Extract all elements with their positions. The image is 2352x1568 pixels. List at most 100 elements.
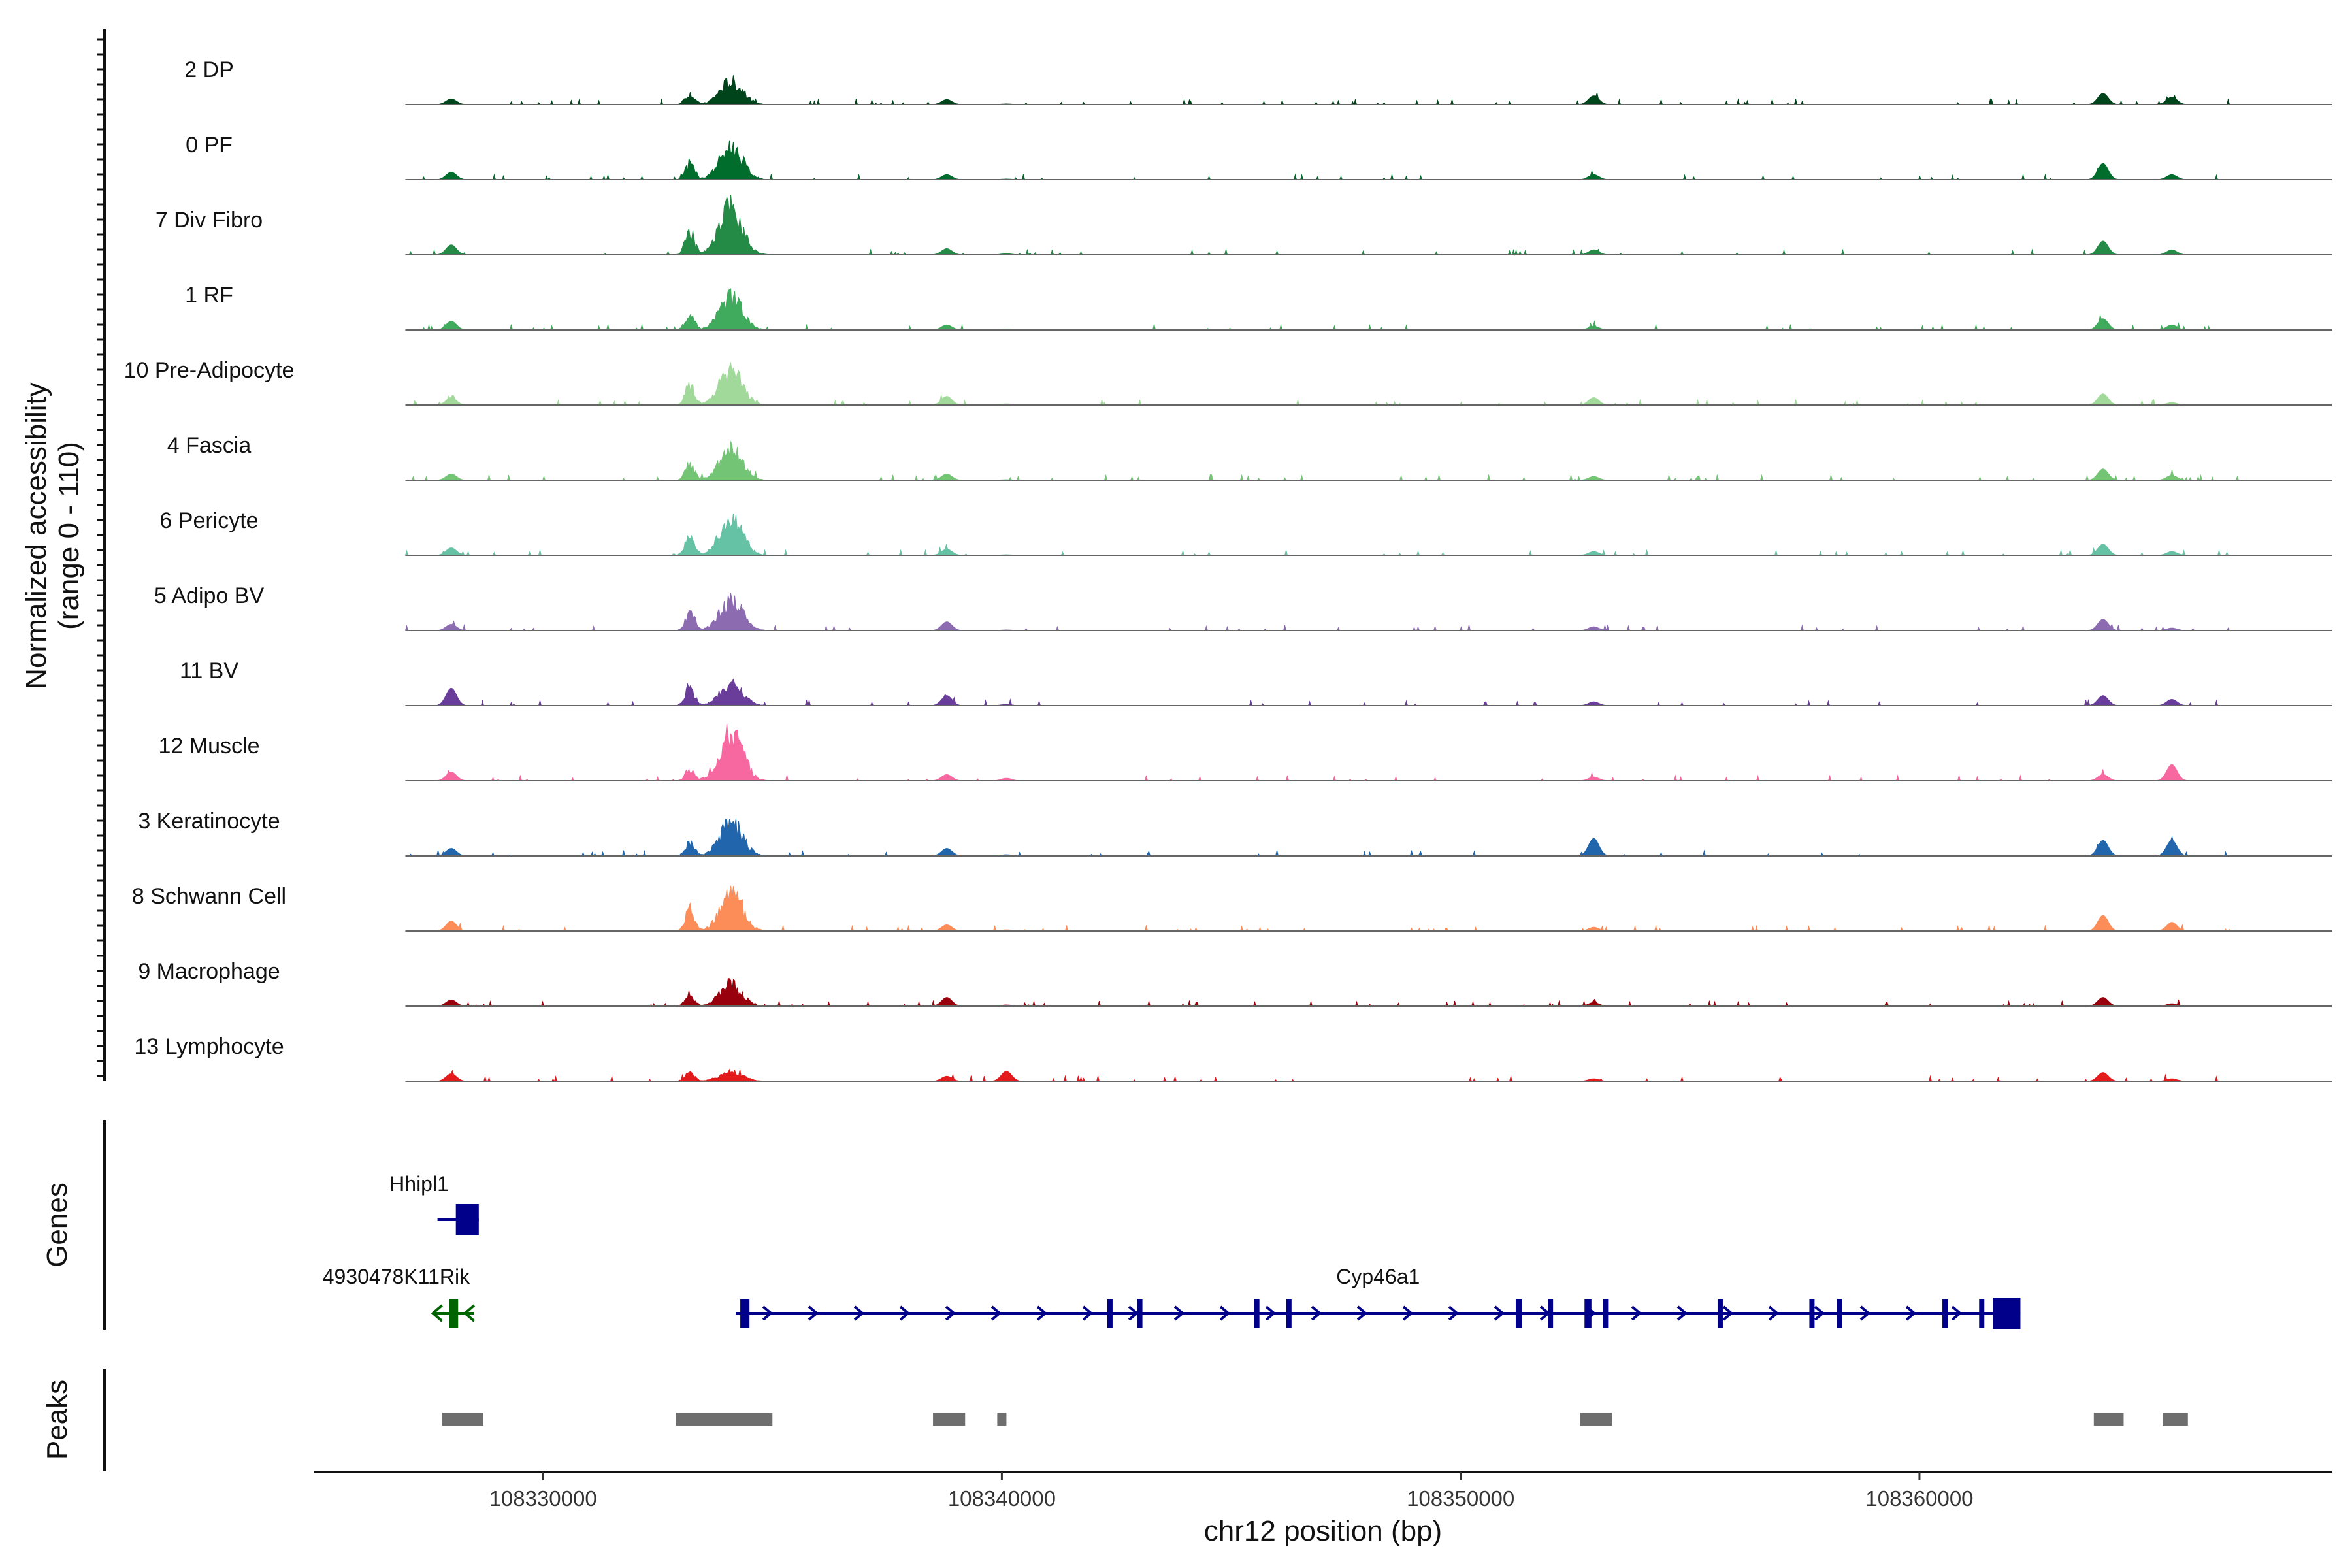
y-axis-title-line1: Normalized accessibility bbox=[20, 382, 52, 689]
gene-exon bbox=[1603, 1299, 1609, 1328]
track-label: 12 Muscle bbox=[159, 734, 260, 759]
coverage-area bbox=[405, 1068, 2241, 1083]
y-axis-title: Normalized accessibility (range 0 - 110) bbox=[20, 382, 85, 689]
coverage-axis bbox=[97, 29, 106, 1081]
gene-exon bbox=[1137, 1299, 1143, 1328]
peaks-track-label: Peaks bbox=[41, 1380, 73, 1460]
x-tick-label: 108350000 bbox=[1407, 1486, 1514, 1511]
coverage-track: 1 RF bbox=[185, 283, 2332, 331]
gene-exon bbox=[1979, 1299, 1985, 1328]
coverage-track: 4 Fascia bbox=[167, 433, 2332, 482]
coverage-area bbox=[405, 441, 2241, 482]
peaks-track: Peaks bbox=[41, 1369, 2188, 1471]
gene-exon bbox=[1584, 1299, 1592, 1328]
x-axis: 108330000 108340000 108350000 108360000 chr… bbox=[314, 1471, 2332, 1547]
coverage-track: 2 DP bbox=[184, 57, 2332, 106]
strand-arrow bbox=[1128, 1305, 1139, 1321]
track-label: 5 Adipo BV bbox=[154, 583, 265, 608]
strand-arrow bbox=[1494, 1305, 1505, 1321]
strand-arrow bbox=[1859, 1305, 1871, 1321]
strand-arrow bbox=[1722, 1305, 1734, 1321]
strand-arrow bbox=[990, 1305, 1002, 1321]
track-label: 11 BV bbox=[180, 659, 238, 683]
strand-arrow bbox=[1676, 1305, 1688, 1321]
strand-arrow bbox=[1311, 1305, 1322, 1321]
gene-model: 4930478K11Rik bbox=[323, 1265, 476, 1328]
strand-arrow bbox=[1219, 1305, 1231, 1321]
track-label: 0 PF bbox=[186, 133, 233, 157]
track-label: 8 Schwann Cell bbox=[132, 884, 286, 909]
gene-exon bbox=[1809, 1299, 1815, 1328]
coverage-track: 8 Schwann Cell bbox=[132, 884, 2332, 932]
coverage-area bbox=[405, 195, 2241, 256]
peak-regions bbox=[442, 1413, 2188, 1426]
strand-arrow bbox=[853, 1305, 865, 1321]
coverage-area bbox=[405, 885, 2241, 932]
coverage-area bbox=[405, 361, 2241, 406]
x-axis-ticks: 108330000 108340000 108350000 108360000 bbox=[489, 1472, 1974, 1511]
x-axis-title: chr12 position (bp) bbox=[1204, 1515, 1442, 1547]
track-label: 2 DP bbox=[184, 57, 234, 82]
gene-exon bbox=[455, 1204, 479, 1235]
track-label: 7 Div Fibro bbox=[155, 208, 263, 233]
strand-arrow bbox=[1448, 1305, 1460, 1321]
coverage-area bbox=[405, 723, 2241, 781]
track-label: 6 Pericyte bbox=[159, 508, 258, 533]
strand-arrow bbox=[1631, 1305, 1642, 1321]
coverage-track: 3 Keratinocyte bbox=[138, 809, 2332, 857]
coverage-area bbox=[405, 593, 2241, 632]
strand-arrow bbox=[1173, 1305, 1185, 1321]
gene-model: Hhipl1 bbox=[389, 1172, 479, 1235]
peak-region bbox=[997, 1413, 1007, 1426]
gene-exon bbox=[1942, 1299, 1948, 1328]
coverage-track: 6 Pericyte bbox=[159, 508, 2332, 557]
strand-arrow bbox=[945, 1305, 956, 1321]
strand-arrow bbox=[1905, 1305, 1917, 1321]
peak-region bbox=[933, 1413, 966, 1426]
gene-exon bbox=[1837, 1299, 1842, 1328]
gene-exon bbox=[1548, 1299, 1554, 1328]
gene-label: 4930478K11Rik bbox=[323, 1265, 470, 1288]
track-label: 3 Keratinocyte bbox=[138, 809, 280, 834]
y-axis-title-line2: (range 0 - 110) bbox=[53, 442, 85, 630]
gene-exon bbox=[1993, 1298, 2021, 1329]
coverage-area bbox=[405, 288, 2241, 331]
strand-arrow bbox=[808, 1305, 819, 1321]
gene-exon bbox=[1254, 1299, 1260, 1328]
track-label: 4 Fascia bbox=[167, 433, 252, 458]
coverage-tracks: 2 DP 0 PF 7 Div Fibro 1 RF 10 Pre-Adipocyte 4… bbox=[124, 57, 2332, 1083]
coverage-track: 12 Muscle bbox=[159, 723, 2332, 781]
strand-arrow bbox=[463, 1304, 476, 1322]
coverage-track: 10 Pre-Adipocyte bbox=[124, 358, 2332, 406]
peak-region bbox=[2163, 1413, 2188, 1426]
coverage-track: 11 BV bbox=[180, 659, 2332, 706]
track-label: 1 RF bbox=[185, 283, 233, 308]
strand-arrow bbox=[1402, 1305, 1414, 1321]
track-label: 10 Pre-Adipocyte bbox=[124, 358, 295, 383]
x-tick-label: 108330000 bbox=[489, 1486, 597, 1511]
strand-arrow bbox=[431, 1304, 443, 1322]
strand-arrow bbox=[899, 1305, 911, 1321]
track-label: 9 Macrophage bbox=[138, 959, 280, 984]
gene-label: Hhipl1 bbox=[389, 1172, 449, 1196]
gene-exon bbox=[1107, 1299, 1113, 1328]
coverage-area bbox=[405, 678, 2241, 706]
peak-region bbox=[442, 1413, 483, 1426]
coverage-track: 5 Adipo BV bbox=[154, 583, 2332, 632]
gene-models: Hhipl1 4930478K11Rik Cyp46a1 bbox=[323, 1172, 2021, 1329]
gene-exon bbox=[1515, 1299, 1522, 1328]
x-tick-label: 108360000 bbox=[1865, 1486, 1973, 1511]
peak-region bbox=[1580, 1413, 1612, 1426]
coverage-area bbox=[405, 978, 2241, 1007]
genes-track-label: Genes bbox=[41, 1183, 73, 1267]
gene-label: Cyp46a1 bbox=[1336, 1265, 1420, 1288]
coverage-track: 9 Macrophage bbox=[138, 959, 2332, 1007]
coverage-track: 7 Div Fibro bbox=[155, 195, 2332, 256]
genes-track: Genes Hhipl1 4930478K11Rik Cyp46a1 bbox=[41, 1120, 2021, 1330]
strand-arrow bbox=[1265, 1305, 1277, 1321]
strand-arrow bbox=[1768, 1305, 1780, 1321]
x-tick-label: 108340000 bbox=[948, 1486, 1056, 1511]
strand-arrow bbox=[1951, 1305, 1963, 1321]
gene-model: Cyp46a1 bbox=[736, 1265, 2021, 1329]
